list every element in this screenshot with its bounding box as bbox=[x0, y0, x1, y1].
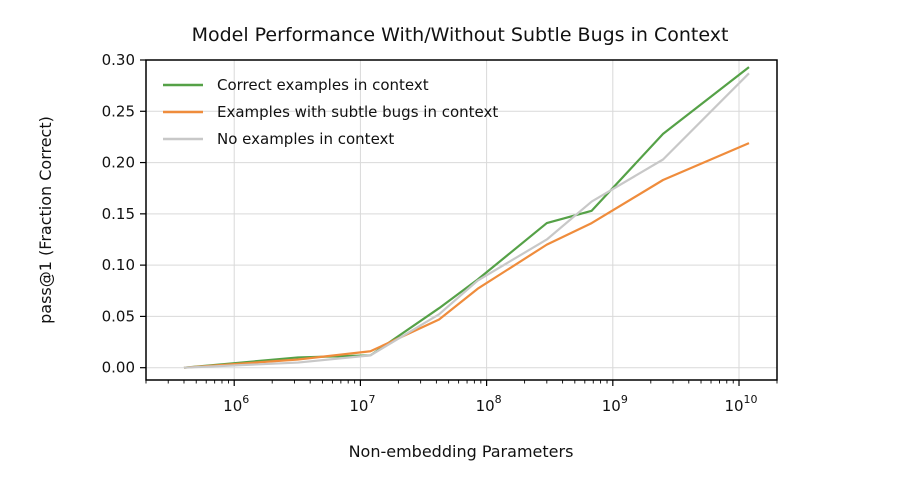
chart-title: Model Performance With/Without Subtle Bu… bbox=[192, 24, 729, 46]
y-tick-label: 0.10 bbox=[102, 256, 135, 274]
y-tick-label: 0.15 bbox=[102, 205, 135, 223]
x-tick-label: 109 bbox=[602, 393, 628, 415]
x-axis-label: Non-embedding Parameters bbox=[349, 442, 574, 461]
y-tick-label: 0.00 bbox=[102, 359, 135, 377]
x-tick-label: 108 bbox=[476, 393, 502, 415]
y-tick-label: 0.05 bbox=[102, 307, 135, 325]
x-tick-label: 107 bbox=[349, 393, 375, 415]
x-axis: 106 107 108 109 1010 bbox=[145, 380, 778, 415]
plot-frame bbox=[145, 59, 778, 381]
legend-entry: Examples with subtle bugs in context bbox=[217, 103, 498, 121]
y-axis: 0.00 0.05 0.10 0.15 0.20 0.25 0.30 bbox=[102, 51, 146, 377]
x-tick-label: 1010 bbox=[724, 393, 757, 415]
legend-entry: No examples in context bbox=[217, 130, 394, 148]
series-line bbox=[183, 142, 750, 369]
x-tick-label: 106 bbox=[223, 393, 249, 415]
legend: Correct examples in context Examples with… bbox=[163, 76, 498, 148]
y-tick-label: 0.20 bbox=[102, 154, 135, 172]
y-tick-label: 0.25 bbox=[102, 102, 135, 120]
y-axis-label: pass@1 (Fraction Correct) bbox=[36, 116, 55, 324]
series-lines bbox=[183, 66, 750, 369]
legend-entry: Correct examples in context bbox=[217, 76, 429, 94]
y-tick-label: 0.30 bbox=[102, 51, 135, 69]
series-line bbox=[183, 72, 750, 369]
